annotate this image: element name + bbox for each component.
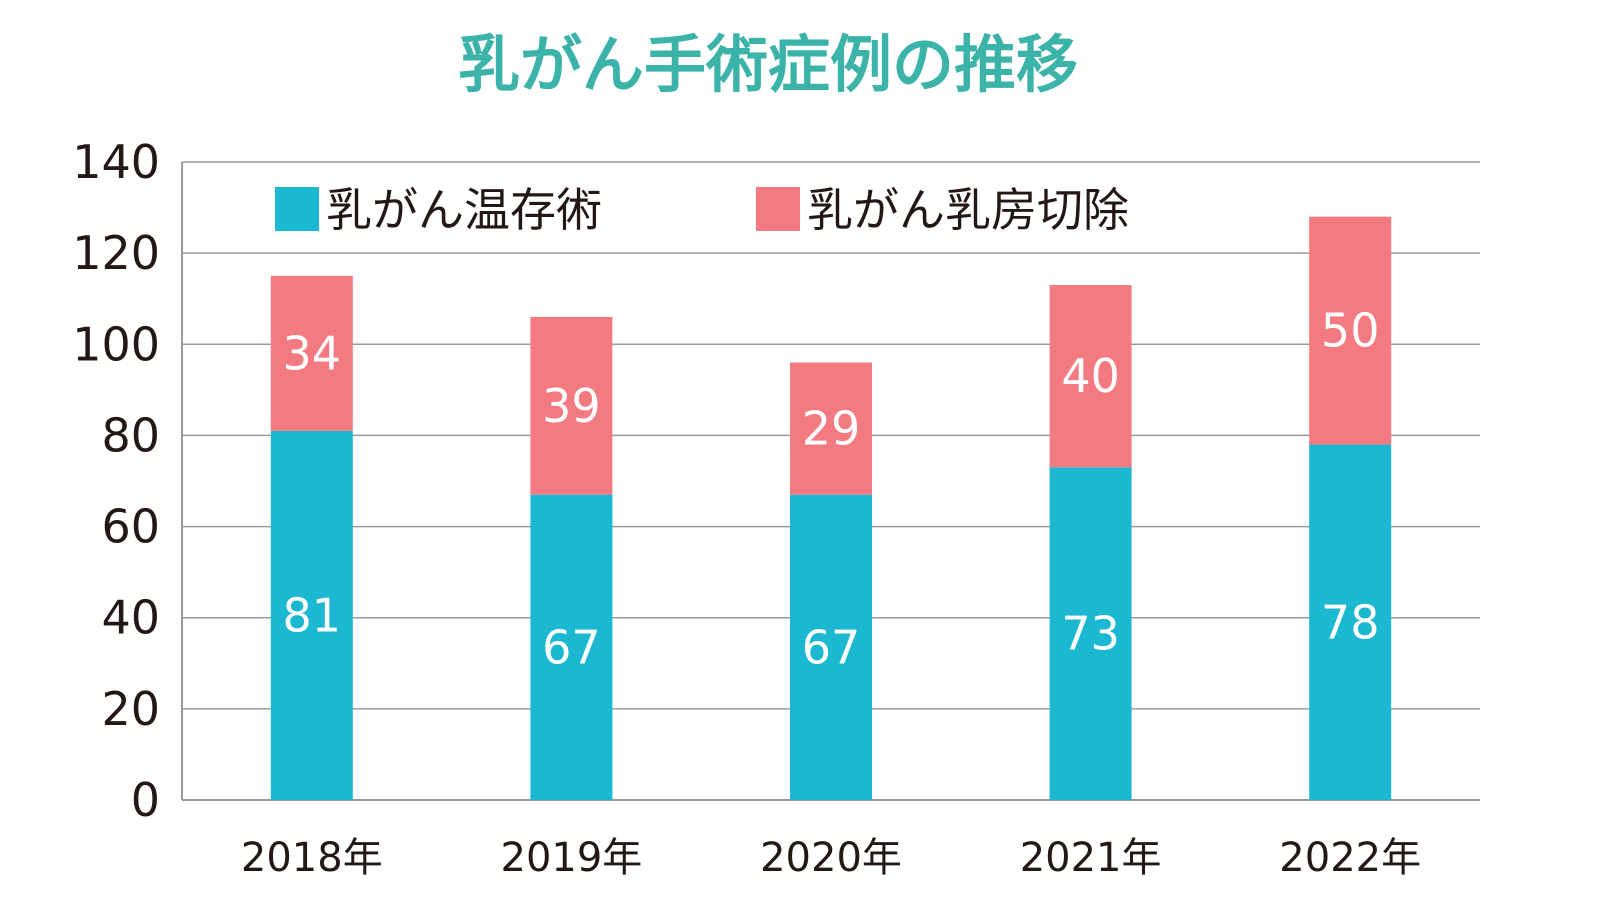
bar-mastectomy-0 (270, 275, 353, 431)
y-tick-label: 60 (101, 500, 160, 554)
value-label-conserving-1: 67 (542, 620, 601, 674)
y-tick-label: 20 (101, 682, 160, 736)
bar-conserving-4 (1309, 444, 1392, 800)
value-label-conserving-4: 78 (1321, 595, 1380, 649)
legend-swatch-mastectomy (756, 187, 800, 231)
x-axis: 2018年 2019年 2020年 2021年 2022年 (241, 835, 1421, 881)
bar-mastectomy-4 (1309, 216, 1392, 445)
value-label-mastectomy-4: 50 (1321, 304, 1380, 358)
value-label-mastectomy-1: 39 (542, 379, 601, 433)
bar-conserving-0 (270, 430, 353, 800)
y-axis: 0 20 40 60 80 100 120 140 (72, 135, 183, 827)
value-label-conserving-2: 67 (802, 620, 861, 674)
value-label-mastectomy-0: 34 (283, 326, 342, 380)
x-tick-label-2: 2020年 (760, 835, 902, 881)
y-tick-label: 120 (72, 226, 160, 280)
value-label-mastectomy-3: 40 (1061, 349, 1120, 403)
bar-conserving-2 (790, 494, 872, 800)
x-tick-label-4: 2022年 (1279, 835, 1421, 881)
legend: 乳がん温存術 乳がん乳房切除 (275, 183, 1129, 237)
value-label-conserving-0: 81 (283, 588, 342, 642)
y-tick-label: 0 (131, 773, 160, 827)
y-tick-label: 140 (72, 135, 160, 189)
x-tick-label-0: 2018年 (241, 835, 383, 881)
bar-mastectomy-1 (530, 316, 613, 495)
bar-conserving-1 (530, 494, 613, 800)
y-tick-label: 100 (72, 317, 160, 371)
x-tick-label-3: 2021年 (1020, 835, 1162, 881)
chart-title: 乳がん手術症例の推移 (458, 28, 1078, 101)
legend-label-mastectomy: 乳がん乳房切除 (807, 183, 1129, 237)
legend-label-conserving: 乳がん温存術 (326, 183, 602, 237)
legend-swatch-conserving (275, 187, 319, 231)
value-label-conserving-3: 73 (1061, 607, 1120, 661)
y-tick-label: 40 (101, 591, 160, 645)
bars (270, 216, 1392, 800)
value-label-mastectomy-2: 29 (802, 402, 861, 456)
value-labels: 81 34 67 39 67 29 73 40 78 50 (283, 304, 1380, 675)
bar-mastectomy-3 (1049, 285, 1132, 468)
bar-mastectomy-2 (790, 362, 872, 495)
bar-conserving-3 (1049, 467, 1132, 800)
y-tick-label: 80 (101, 408, 160, 462)
x-tick-label-1: 2019年 (501, 835, 643, 881)
